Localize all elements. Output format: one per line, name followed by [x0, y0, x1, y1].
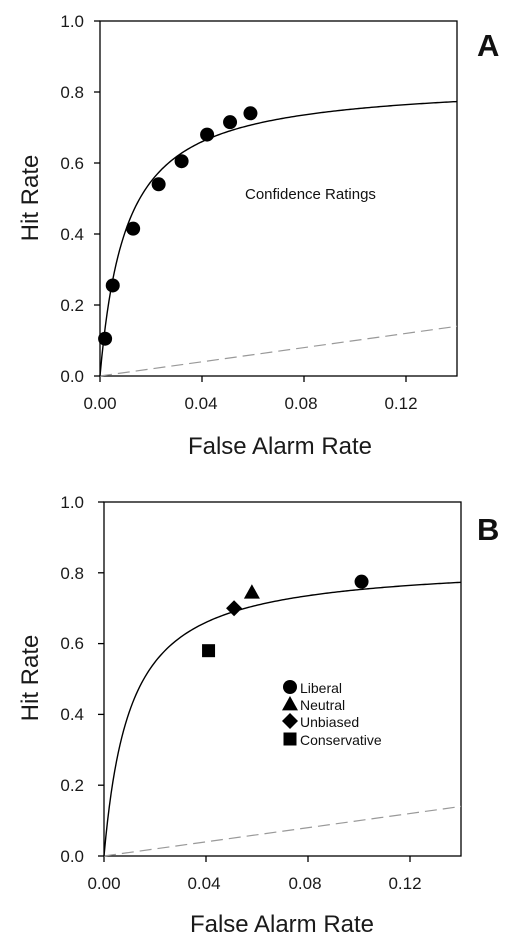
- y-tick-label: 0.8: [60, 83, 84, 102]
- panel-label-b: B: [477, 512, 499, 547]
- y-tick-label: 1.0: [60, 12, 84, 31]
- x-tick-label: 0.08: [288, 874, 321, 893]
- confidence-data-point: [243, 106, 258, 121]
- x-tick-label: 0.04: [187, 874, 220, 893]
- x-tick-label: 0.04: [184, 394, 217, 413]
- y-axis-title: Hit Rate: [17, 635, 44, 722]
- legend-label-conservative: Conservative: [300, 732, 382, 748]
- x-axis-title: False Alarm Rate: [188, 433, 372, 460]
- y-tick-label: 0.0: [60, 367, 84, 386]
- legend-label-unbiased: Unbiased: [300, 714, 359, 730]
- legend-label-liberal: Liberal: [300, 680, 342, 696]
- legend-marker-unbiased: [282, 713, 298, 729]
- legend-marker-conservative: [283, 732, 297, 746]
- roc-fit-curve: [103, 581, 462, 857]
- x-axis-title: False Alarm Rate: [190, 911, 374, 938]
- roc-fit-curve: [99, 100, 458, 377]
- legend-marker-neutral: [282, 696, 298, 711]
- y-tick-label: 0.2: [60, 296, 84, 315]
- neutral-data-point: [243, 584, 260, 599]
- y-tick-label: 0.6: [60, 634, 84, 653]
- chance-line: [103, 805, 462, 857]
- x-tick-label: 0.12: [388, 874, 421, 893]
- y-tick-label: 0.0: [60, 847, 84, 866]
- liberal-data-point: [354, 574, 369, 589]
- confidence-data-point: [105, 278, 120, 293]
- chance-line: [99, 325, 458, 377]
- panel-b: B 0.0 0.2 0.4 0.6 0.8 1.0 0.00 0.04 0.08…: [17, 493, 499, 938]
- y-tick-label: 0.4: [60, 705, 84, 724]
- x-tick-label: 0.00: [83, 394, 116, 413]
- conservative-data-point: [202, 644, 216, 658]
- legend-marker-liberal: [283, 680, 297, 694]
- y-tick-label: 0.8: [60, 564, 84, 583]
- legend-label-neutral: Neutral: [300, 697, 345, 713]
- x-tick-label: 0.00: [87, 874, 120, 893]
- confidence-ratings-annotation: Confidence Ratings: [245, 186, 376, 203]
- y-tick-label: 0.4: [60, 225, 84, 244]
- y-tick-label: 1.0: [60, 493, 84, 512]
- x-tick-label: 0.12: [384, 394, 417, 413]
- y-tick-label: 0.6: [60, 154, 84, 173]
- unbiased-data-point: [226, 600, 243, 617]
- confidence-data-point: [174, 154, 189, 169]
- confidence-data-point: [151, 177, 166, 192]
- panel-a: A 0.0 0.2 0.4 0.6 0.8 1.0 0.00 0.04 0.08…: [17, 12, 499, 460]
- confidence-data-point: [126, 221, 141, 236]
- plot-frame: [99, 20, 458, 377]
- x-tick-label: 0.08: [284, 394, 317, 413]
- y-axis-title: Hit Rate: [17, 155, 44, 242]
- panel-label-a: A: [477, 28, 499, 63]
- confidence-data-point: [98, 331, 113, 346]
- y-tick-label: 0.2: [60, 776, 84, 795]
- plot-frame: [103, 501, 462, 857]
- confidence-data-point: [223, 115, 238, 130]
- confidence-data-point: [200, 127, 215, 142]
